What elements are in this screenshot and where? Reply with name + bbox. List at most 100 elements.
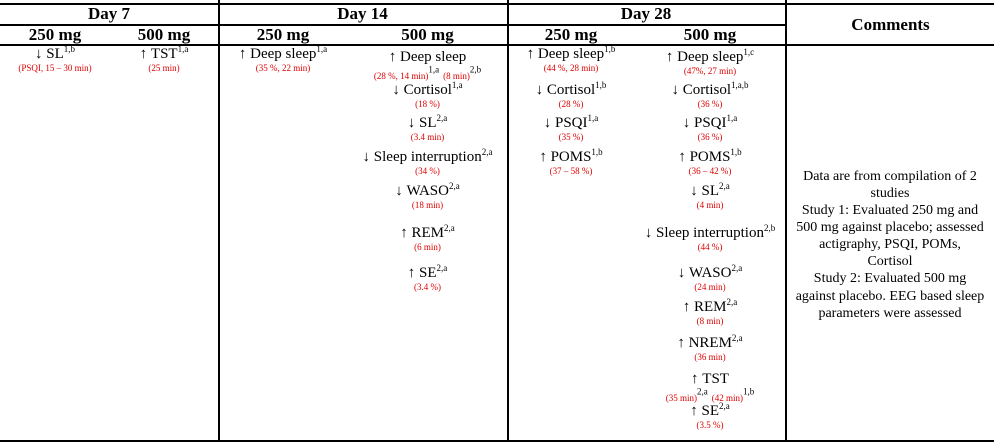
finding-label: Deep sleep [250, 46, 317, 62]
finding-entry: ↑ Deep sleep1,b (44 %, 28 min) [507, 45, 635, 73]
header-bottom-border [0, 44, 994, 46]
comments-cell: Data are from compilation of 2 studies S… [795, 168, 985, 322]
direction-arrow: ↑ [238, 46, 247, 62]
finding-detail: (25 min) [148, 62, 180, 73]
reference-superscript: 2,a [481, 147, 493, 157]
direction-arrow: ↓ [395, 183, 403, 199]
finding-label: REM [411, 225, 444, 241]
finding-label: WASO [688, 265, 732, 281]
header-day7-250mg: 250 mg [28, 25, 82, 44]
finding-label: REM [693, 299, 727, 315]
direction-arrow: ↓ [690, 183, 698, 199]
finding-detail: (28 %, 14 min) [373, 70, 429, 81]
comment-line: Data are from compilation of 2 studies [803, 169, 977, 202]
reference-superscript: 1,a,b [731, 80, 749, 90]
finding-entry: ↓ WASO2,a (18 min) [348, 181, 507, 210]
finding-entry: ↓ PSQI1,a (36 %) [635, 113, 785, 142]
day-header-divider [0, 24, 787, 26]
finding-detail: (18 min) [411, 199, 444, 210]
finding-label: Cortisol [403, 82, 452, 98]
direction-arrow: ↑ [677, 335, 685, 351]
finding-detail: (36 %) [697, 131, 723, 142]
finding-label: Deep sleep [400, 49, 467, 65]
reference-superscript: 1,a [726, 113, 738, 123]
reference-superscript: 2,a [731, 333, 743, 343]
reference-superscript: 1,a [177, 44, 189, 54]
direction-arrow: ↓ [535, 82, 544, 98]
finding-entry: ↓ Cortisol1,b (28 %) [507, 81, 635, 109]
finding-detail: (8 min) [696, 315, 724, 326]
direction-arrow: ↓ [682, 115, 691, 131]
finding-detail: (44 %, 28 min) [543, 62, 599, 73]
finding-detail: (34 %) [415, 165, 440, 176]
reference-superscript: 2,a [444, 223, 455, 233]
finding-detail: (24 min) [694, 281, 726, 292]
header-day14-500mg: 500 mg [401, 25, 454, 44]
finding-detail: (35 %) [558, 131, 584, 142]
finding-label: PSQI [554, 115, 588, 131]
direction-arrow: ↑ [682, 299, 691, 315]
finding-detail: (36 – 42 %) [688, 165, 732, 176]
reference-superscript: 2,a [449, 181, 460, 191]
direction-arrow: ↓ [543, 115, 552, 131]
direction-arrow: ↓ [671, 82, 679, 98]
direction-arrow: ↑ [665, 49, 674, 65]
reference-superscript: 2,a [436, 263, 448, 273]
finding-entry: ↓ Cortisol1,a,b (36 %) [635, 80, 785, 109]
finding-label: SE [701, 403, 719, 419]
reference-superscript: 2,b [469, 64, 482, 75]
finding-entry: ↑ SE2,a (3.4 %) [348, 263, 507, 292]
divider-day28-comments [785, 0, 787, 442]
direction-arrow: ↓ [392, 82, 400, 98]
finding-entry: ↑ REM2,a (8 min) [635, 297, 785, 326]
finding-detail: (35 %, 22 min) [255, 62, 311, 73]
direction-arrow: ↑ [690, 403, 698, 419]
finding-detail: (3.4 min) [410, 131, 445, 142]
finding-detail: (8 min) [443, 70, 470, 81]
finding-detail: (36 %) [697, 98, 723, 109]
finding-entry: ↑ Deep sleep1,a (35 %, 22 min) [218, 45, 348, 73]
finding-detail: (37 – 58 %) [549, 165, 593, 176]
reference-superscript: 2,b [763, 223, 776, 233]
reference-superscript: 1,b [63, 44, 75, 54]
table-bottom-border [0, 440, 994, 442]
finding-detail: (18 %) [415, 98, 440, 109]
finding-detail: (3.4 %) [414, 281, 441, 292]
direction-arrow: ↑ [139, 46, 148, 62]
table-top-border [0, 3, 994, 5]
direction-arrow: ↑ [407, 265, 416, 281]
direction-arrow: ↓ [34, 46, 43, 62]
finding-label: Sleep interruption [656, 225, 764, 241]
divider-day7-day14 [218, 0, 220, 442]
direction-arrow: ↑ [539, 149, 547, 165]
finding-label: TST [702, 371, 729, 387]
finding-entry: ↑ POMS1,b (36 – 42 %) [635, 148, 785, 176]
finding-detail: (36 min) [694, 351, 726, 362]
reference-superscript: 2,a [731, 263, 743, 273]
reference-superscript: 1,c [743, 47, 755, 57]
direction-arrow: ↑ [400, 225, 408, 241]
finding-label: Deep sleep [677, 49, 744, 65]
finding-entry: ↓ Cortisol1,a (18 %) [348, 81, 507, 109]
divider-day14-day28 [507, 0, 509, 442]
header-day7-500mg: 500 mg [137, 25, 191, 44]
finding-label: PSQI [693, 115, 727, 131]
finding-label: POMS [689, 149, 731, 165]
finding-label: Deep sleep [537, 46, 605, 62]
direction-arrow: ↓ [362, 149, 371, 165]
finding-detail: (6 min) [414, 241, 441, 252]
direction-arrow: ↑ [678, 149, 686, 165]
finding-label: Cortisol [682, 82, 732, 98]
header-day7: Day 7 [87, 4, 131, 23]
finding-detail: (4 min) [696, 199, 724, 210]
reference-superscript: 2,a [719, 181, 730, 191]
finding-label: WASO [406, 183, 449, 199]
finding-entry: ↑ SE2,a (3.5 %) [635, 402, 785, 430]
finding-label: POMS [550, 149, 592, 165]
finding-detail: (3.5 %) [696, 419, 724, 430]
finding-entry: ↑ POMS1,b (37 – 58 %) [507, 148, 635, 176]
comment-line: Study 1: Evaluated 250 mg and 500 mg aga… [796, 203, 984, 270]
finding-detail: (44 %) [697, 241, 723, 252]
finding-entry: ↑ TST1,a (25 min) [110, 44, 218, 73]
reference-superscript: 2,a [726, 297, 738, 307]
